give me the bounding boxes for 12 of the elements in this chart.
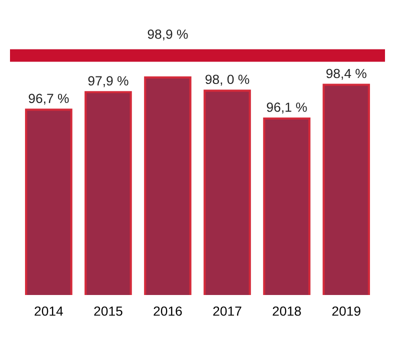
x-tick-label: 2016	[154, 306, 182, 316]
data-label: 96,1 %	[266, 102, 307, 114]
data-label: 96,7 %	[28, 94, 69, 105]
x-tick-label: 2015	[94, 306, 122, 316]
x-tick-label: 2019	[332, 306, 360, 316]
x-tick-label: 2018	[272, 306, 301, 316]
x-tick-label: 2017	[213, 306, 242, 316]
x-tick-label: 2014	[34, 306, 63, 316]
data-label: 98,9 %	[148, 30, 188, 40]
data-label: 97,9 %	[88, 76, 128, 88]
data-label: 98, 0 %	[206, 74, 250, 86]
data-label: 98,4 %	[326, 68, 366, 80]
